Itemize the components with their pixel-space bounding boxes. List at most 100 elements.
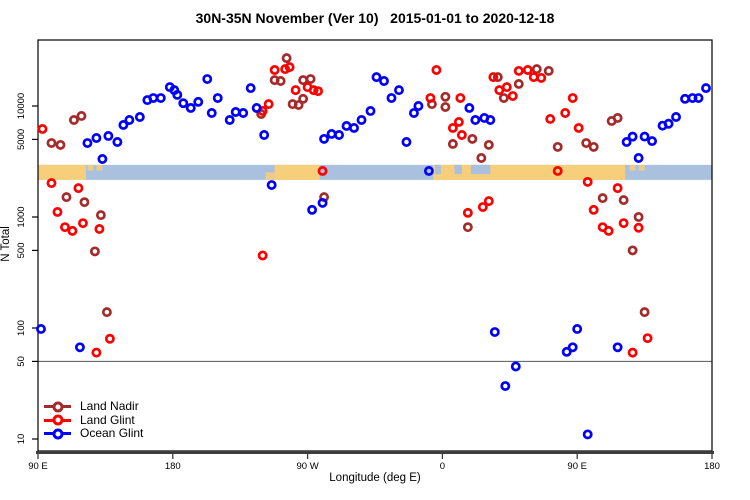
data-point-land-glint	[308, 85, 319, 96]
data-point-ocean-glint	[124, 115, 135, 125]
data-point-ocean-glint	[510, 361, 521, 372]
data-point-ocean-glint	[639, 131, 650, 142]
data-point-land-glint	[317, 165, 328, 176]
data-point-ocean-glint	[185, 103, 196, 113]
data-point-land-nadir	[79, 197, 90, 208]
y-tick-label: 100	[16, 320, 27, 336]
data-point-land-nadir	[483, 139, 494, 150]
x-tick-label: 0	[440, 461, 445, 472]
data-point-ocean-glint	[251, 103, 262, 113]
data-point-land-glint	[67, 225, 78, 236]
data-point-land-nadir	[581, 138, 592, 148]
data-point-ocean-glint	[134, 112, 145, 122]
data-point-land-glint	[603, 225, 614, 236]
data-point-ocean-glint	[401, 137, 412, 147]
data-point-land-nadir	[513, 78, 524, 89]
data-point-land-nadir	[293, 100, 304, 110]
data-point-land-glint	[425, 93, 436, 103]
data-point-land-glint	[257, 250, 268, 261]
data-point-ocean-glint	[97, 154, 108, 164]
band-land-speckle	[629, 164, 636, 171]
y-tick-label: 10	[16, 434, 27, 445]
x-tick-label: 90 W	[297, 461, 319, 472]
data-point-ocean-glint	[91, 133, 102, 143]
data-point-ocean-glint	[356, 115, 367, 125]
data-point-land-glint	[52, 207, 63, 217]
data-point-ocean-glint	[334, 130, 345, 140]
data-point-ocean-glint	[193, 96, 204, 107]
data-point-land-nadir	[462, 222, 473, 233]
data-point-ocean-glint	[155, 93, 166, 103]
data-point-land-glint	[462, 207, 473, 218]
data-point-ocean-glint	[408, 108, 419, 118]
data-point-ocean-glint	[238, 108, 249, 118]
data-point-land-glint	[513, 65, 524, 76]
data-point-ocean-glint	[680, 93, 690, 104]
legend-label: Land Nadir	[80, 399, 139, 413]
data-point-land-nadir	[447, 139, 458, 149]
data-point-ocean-glint	[365, 106, 376, 116]
data-point-ocean-glint	[561, 346, 572, 357]
data-point-land-glint	[37, 124, 48, 134]
data-point-land-nadir	[639, 307, 650, 318]
data-point-ocean-glint	[379, 76, 389, 86]
data-point-land-nadir	[618, 195, 629, 206]
data-point-land-glint	[94, 224, 105, 234]
data-point-ocean-glint	[386, 93, 397, 103]
data-point-land-nadir	[467, 133, 478, 144]
data-point-ocean-glint	[671, 112, 682, 122]
legend: Land Nadir Land Glint Ocean Glint	[44, 399, 174, 441]
data-point-ocean-glint	[470, 115, 481, 125]
data-point-ocean-glint	[326, 129, 337, 139]
data-point-land-glint	[284, 62, 295, 73]
data-point-ocean-glint	[245, 83, 256, 94]
data-point-land-nadir	[101, 307, 112, 318]
data-point-ocean-glint	[148, 93, 159, 103]
data-point-land-nadir	[298, 93, 309, 104]
band-land-speckle	[87, 164, 94, 171]
data-point-ocean-glint	[307, 204, 318, 215]
data-point-land-glint	[488, 72, 499, 83]
data-point-land-glint	[77, 218, 88, 229]
ocean-glint-swatch-icon	[44, 432, 71, 436]
data-point-land-nadir	[588, 141, 599, 152]
y-tick-label: 10000	[16, 93, 27, 119]
band-land-speckle	[265, 172, 275, 180]
y-tick-label: 1000	[16, 206, 27, 227]
data-point-ocean-glint	[172, 89, 183, 100]
data-point-ocean-glint	[701, 83, 711, 94]
data-point-land-glint	[494, 85, 505, 96]
data-point-ocean-glint	[266, 180, 277, 191]
y-tick-label: 5000	[16, 129, 27, 150]
data-point-land-glint	[313, 86, 324, 97]
data-point-ocean-glint	[582, 429, 593, 440]
data-point-ocean-glint	[103, 131, 114, 141]
y-tick-label: 50	[16, 356, 27, 367]
data-point-land-nadir	[440, 102, 451, 112]
data-point-ocean-glint	[489, 327, 500, 337]
data-point-ocean-glint	[349, 123, 359, 133]
x-tick-label: 180	[165, 461, 181, 472]
x-axis-label: Longitude (deg E)	[329, 472, 421, 484]
band-land-speckle	[638, 164, 645, 171]
data-point-ocean-glint	[178, 98, 189, 109]
data-point-ocean-glint	[693, 93, 704, 103]
band-land-speckle	[96, 164, 103, 171]
data-point-land-glint	[263, 99, 274, 110]
data-point-land-nadir	[275, 76, 286, 86]
data-point-land-nadir	[68, 115, 79, 125]
y-tick-label: 500	[16, 242, 27, 258]
data-point-land-glint	[528, 72, 539, 83]
data-point-land-glint	[477, 202, 488, 212]
legend-item-land-glint: Land Glint	[44, 413, 174, 428]
data-point-land-glint	[560, 108, 571, 118]
data-point-land-nadir	[543, 65, 554, 76]
data-point-land-glint	[618, 218, 629, 229]
data-point-land-nadir	[498, 93, 509, 103]
data-point-land-glint	[456, 130, 467, 140]
data-point-ocean-glint	[118, 119, 129, 130]
data-point-land-nadir	[531, 64, 542, 75]
data-point-land-glint	[642, 333, 653, 344]
data-point-ocean-glint	[82, 138, 93, 148]
data-point-land-glint	[536, 72, 547, 83]
